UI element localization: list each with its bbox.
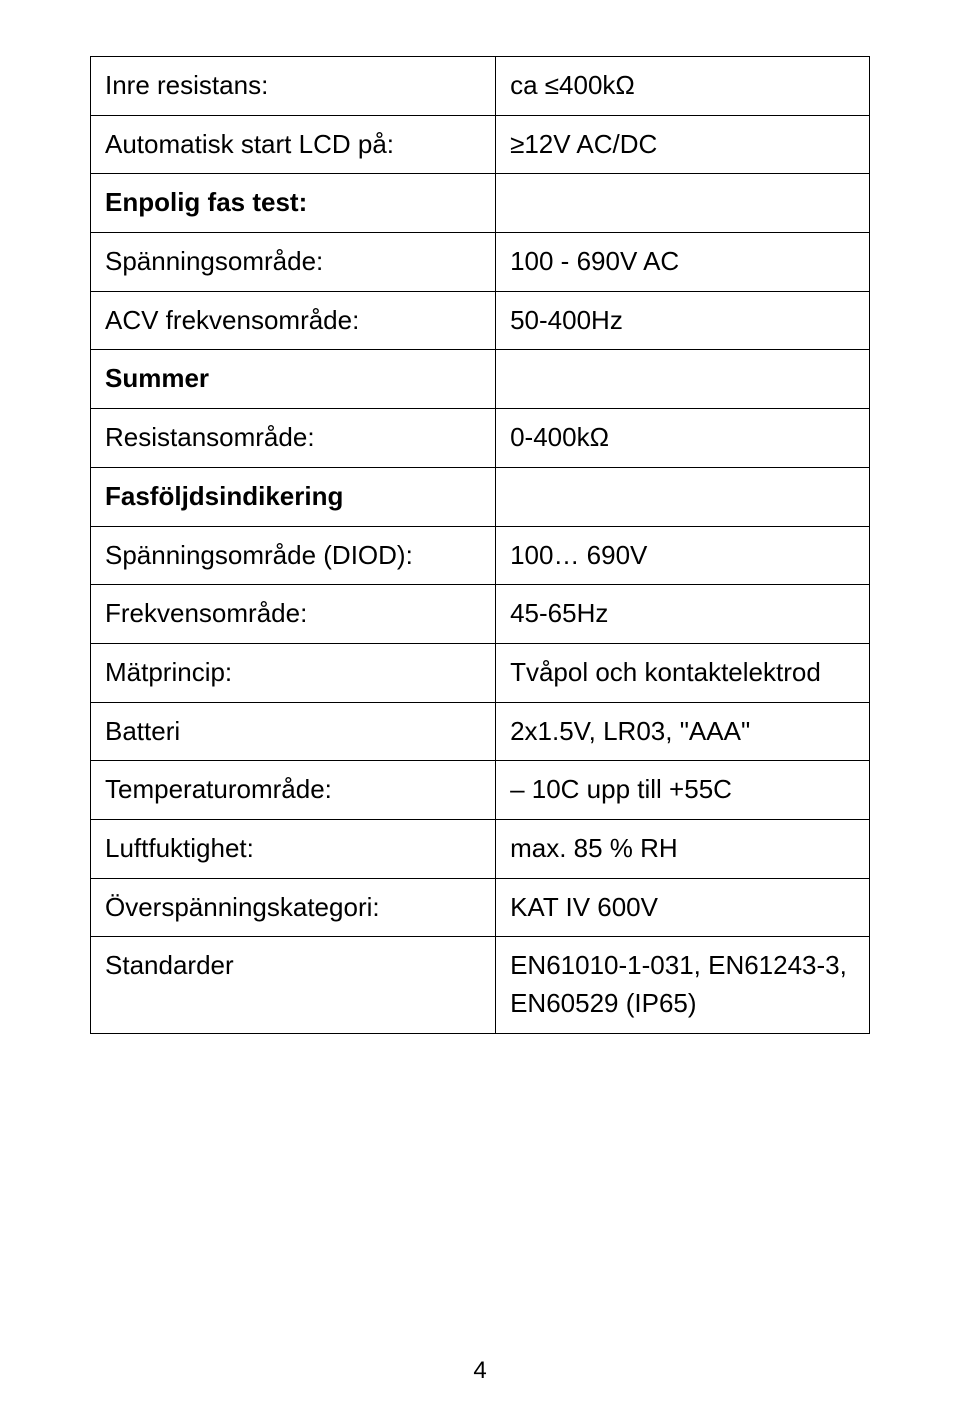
page: Inre resistans: ca ≤400kΩ Automatisk sta…	[0, 0, 960, 1425]
cell-value: 100… 690V	[496, 526, 870, 585]
cell-label: Mätprincip:	[91, 643, 496, 702]
table-row: Överspänningskategori: KAT IV 600V	[91, 878, 870, 937]
page-number: 4	[0, 1357, 960, 1385]
cell-label: Standarder	[91, 937, 496, 1033]
label-text: Överspänningskategori:	[105, 892, 380, 922]
label-text: Inre resistans:	[105, 70, 268, 100]
label-text: Standarder	[105, 950, 234, 980]
value-text: 0-400kΩ	[510, 422, 609, 452]
value-text: ca ≤400kΩ	[510, 70, 635, 100]
table-row: Enpolig fas test:	[91, 174, 870, 233]
cell-label: Överspänningskategori:	[91, 878, 496, 937]
label-text: Fasföljdsindikering	[105, 481, 343, 511]
table-row: Batteri 2x1.5V, LR03, "AAA"	[91, 702, 870, 761]
label-text: Enpolig fas test:	[105, 187, 307, 217]
page-number-text: 4	[473, 1357, 486, 1384]
cell-label: Summer	[91, 350, 496, 409]
cell-value: 0-400kΩ	[496, 409, 870, 468]
cell-label: ACV frekvensområde:	[91, 291, 496, 350]
label-text: Mätprincip:	[105, 657, 232, 687]
cell-value	[496, 467, 870, 526]
cell-value	[496, 174, 870, 233]
cell-value: EN61010-1-031, EN61243-3, EN60529 (IP65)	[496, 937, 870, 1033]
table-row: Resistansområde: 0-400kΩ	[91, 409, 870, 468]
label-text: Resistansområde:	[105, 422, 315, 452]
table-row: Mätprincip: Tvåpol och kontaktelektrod	[91, 643, 870, 702]
value-text: ≥12V AC/DC	[510, 129, 657, 159]
cell-value: 50-400Hz	[496, 291, 870, 350]
table-row: Inre resistans: ca ≤400kΩ	[91, 57, 870, 116]
spec-table-body: Inre resistans: ca ≤400kΩ Automatisk sta…	[91, 57, 870, 1034]
cell-label: Spänningsområde (DIOD):	[91, 526, 496, 585]
cell-label: Frekvensområde:	[91, 585, 496, 644]
table-row: Fasföljdsindikering	[91, 467, 870, 526]
cell-value: KAT IV 600V	[496, 878, 870, 937]
table-row: Temperaturområde: – 10C upp till +55C	[91, 761, 870, 820]
label-text: Luftfuktighet:	[105, 833, 254, 863]
cell-value: 45-65Hz	[496, 585, 870, 644]
spec-table: Inre resistans: ca ≤400kΩ Automatisk sta…	[90, 56, 870, 1034]
table-row: ACV frekvensområde: 50-400Hz	[91, 291, 870, 350]
label-text: Batteri	[105, 716, 180, 746]
value-text: 50-400Hz	[510, 305, 623, 335]
cell-value: Tvåpol och kontaktelektrod	[496, 643, 870, 702]
cell-label: Temperaturområde:	[91, 761, 496, 820]
value-text: Tvåpol och kontaktelektrod	[510, 657, 821, 687]
cell-value	[496, 350, 870, 409]
cell-value: 2x1.5V, LR03, "AAA"	[496, 702, 870, 761]
table-row: Summer	[91, 350, 870, 409]
cell-label: Fasföljdsindikering	[91, 467, 496, 526]
label-text: Summer	[105, 363, 209, 393]
table-row: Luftfuktighet: max. 85 % RH	[91, 819, 870, 878]
table-row: Spänningsområde (DIOD): 100… 690V	[91, 526, 870, 585]
value-text: 2x1.5V, LR03, "AAA"	[510, 716, 750, 746]
cell-value: – 10C upp till +55C	[496, 761, 870, 820]
table-row: Automatisk start LCD på: ≥12V AC/DC	[91, 115, 870, 174]
cell-label: Spänningsområde:	[91, 233, 496, 292]
table-row: Spänningsområde: 100 - 690V AC	[91, 233, 870, 292]
table-row: Frekvensområde: 45-65Hz	[91, 585, 870, 644]
label-text: ACV frekvensområde:	[105, 305, 359, 335]
cell-value: max. 85 % RH	[496, 819, 870, 878]
value-text: KAT IV 600V	[510, 892, 658, 922]
value-text: 45-65Hz	[510, 598, 608, 628]
label-text: Spänningsområde:	[105, 246, 323, 276]
cell-value: 100 - 690V AC	[496, 233, 870, 292]
cell-label: Automatisk start LCD på:	[91, 115, 496, 174]
value-text: 100 - 690V AC	[510, 246, 679, 276]
cell-label: Resistansområde:	[91, 409, 496, 468]
cell-label: Luftfuktighet:	[91, 819, 496, 878]
cell-label: Batteri	[91, 702, 496, 761]
label-text: Automatisk start LCD på:	[105, 129, 394, 159]
cell-label: Inre resistans:	[91, 57, 496, 116]
value-text: 100… 690V	[510, 540, 647, 570]
cell-value: ≥12V AC/DC	[496, 115, 870, 174]
cell-value: ca ≤400kΩ	[496, 57, 870, 116]
value-text: max. 85 % RH	[510, 833, 678, 863]
label-text: Temperaturområde:	[105, 774, 332, 804]
table-row: Standarder EN61010-1-031, EN61243-3, EN6…	[91, 937, 870, 1033]
cell-label: Enpolig fas test:	[91, 174, 496, 233]
label-text: Spänningsområde (DIOD):	[105, 540, 413, 570]
label-text: Frekvensområde:	[105, 598, 307, 628]
value-text: EN61010-1-031, EN61243-3, EN60529 (IP65)	[510, 950, 847, 1018]
value-text: – 10C upp till +55C	[510, 774, 732, 804]
